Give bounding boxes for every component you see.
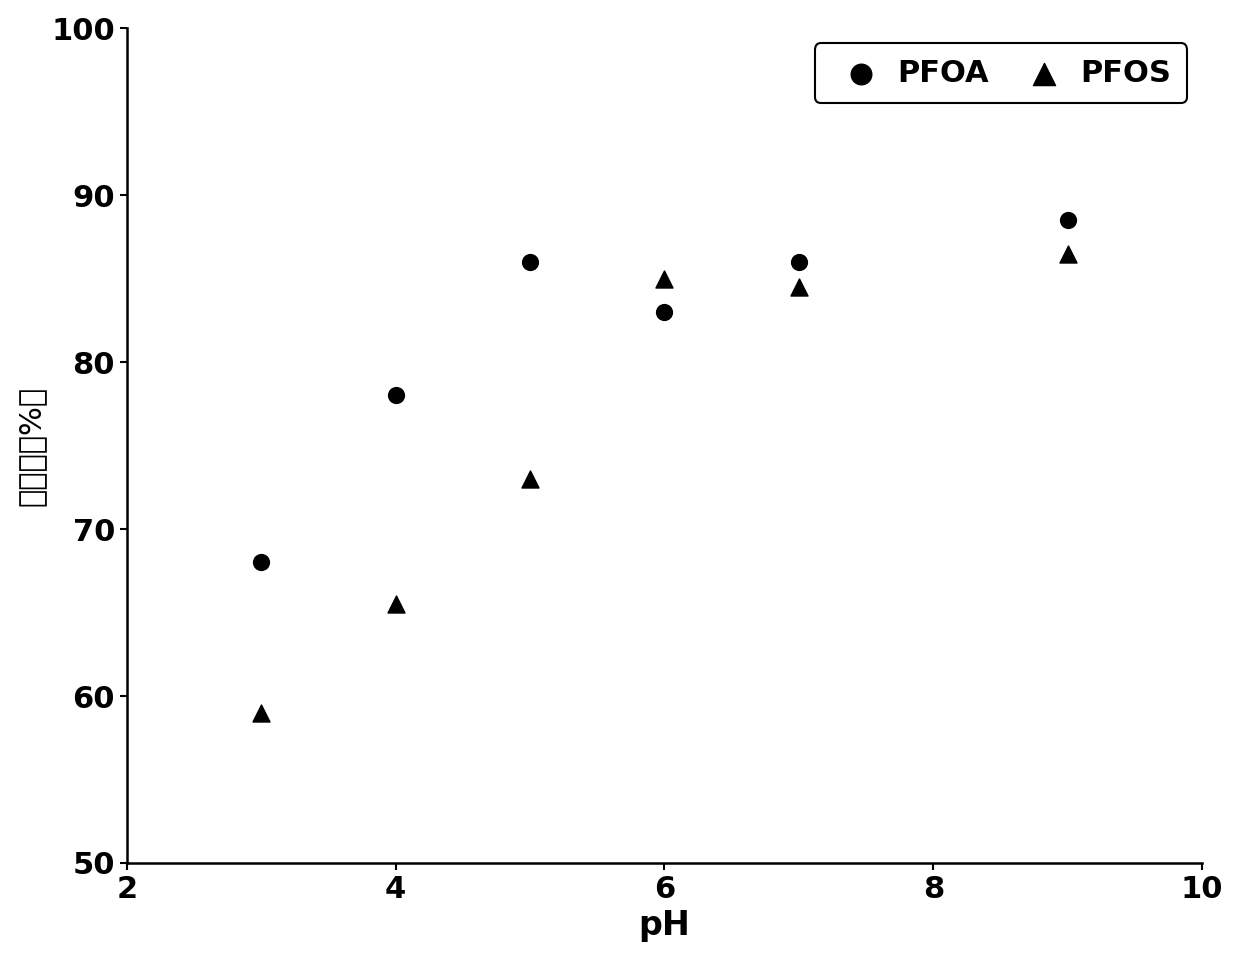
PFOS	[386, 596, 405, 612]
PFOA	[520, 254, 539, 269]
PFOA	[1058, 213, 1078, 228]
PFOS	[520, 471, 539, 486]
PFOA	[789, 254, 808, 269]
X-axis label: pH: pH	[639, 909, 691, 943]
Y-axis label: 去除率（%）: 去除率（%）	[16, 386, 46, 505]
PFOS	[655, 271, 675, 287]
PFOS	[252, 705, 272, 720]
PFOS	[1058, 246, 1078, 261]
PFOS	[789, 279, 808, 294]
PFOA	[252, 554, 272, 570]
PFOA	[655, 304, 675, 319]
PFOA	[386, 387, 405, 403]
Legend: PFOA, PFOS: PFOA, PFOS	[815, 43, 1187, 103]
